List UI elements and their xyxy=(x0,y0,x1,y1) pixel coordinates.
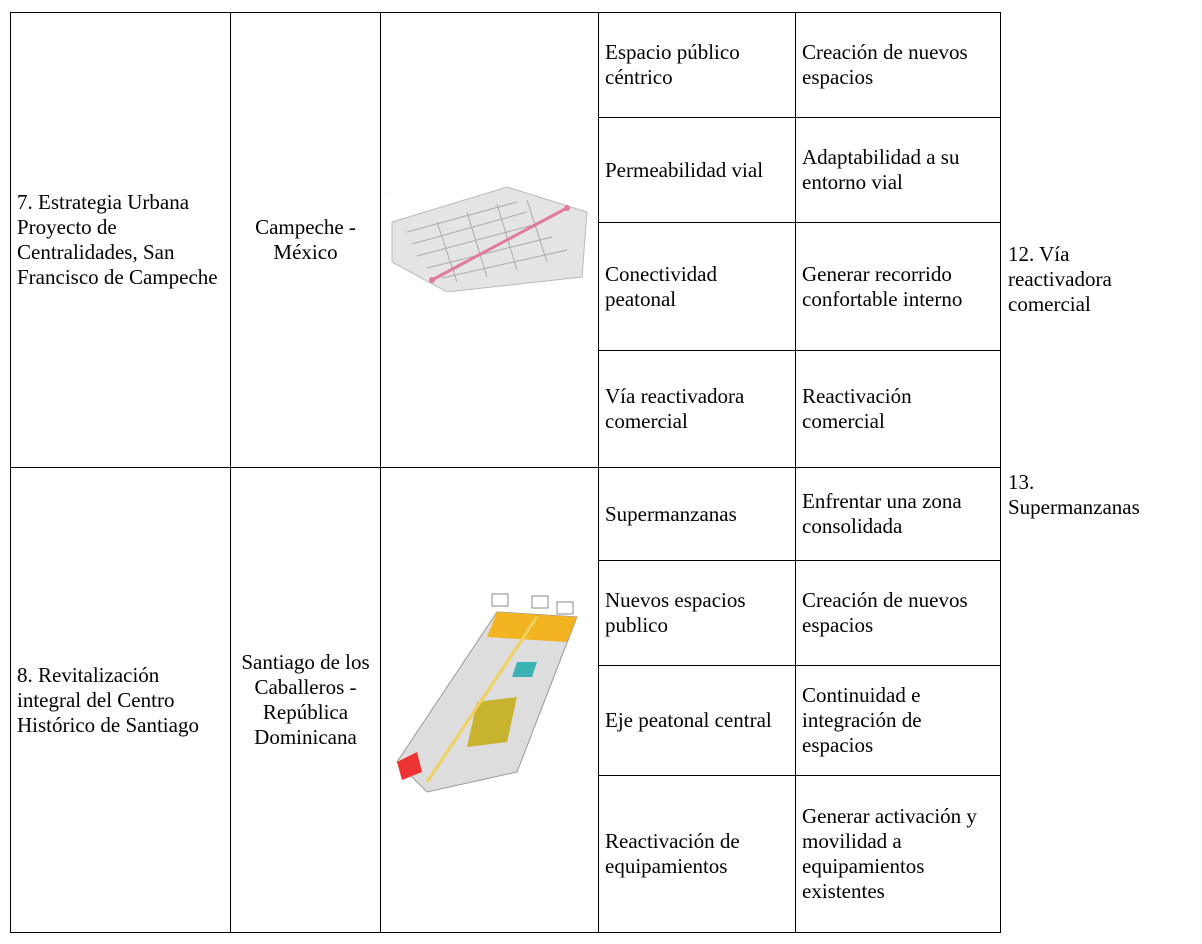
strategy-cell: Reactivación comercial xyxy=(795,350,1001,468)
strategy-cell: Creación de nuevos espacios xyxy=(795,12,1001,118)
site-image: . xyxy=(389,186,588,293)
strategy-cell: Generar activación y movilidad a equipam… xyxy=(795,775,1001,933)
location-cell: Campeche - México xyxy=(230,12,381,468)
aspect-cell: Reactivación de equipamientos xyxy=(598,775,796,933)
aspect-cell: Vía reactivadora comercial xyxy=(598,350,796,468)
strategy-cell: Generar recorrido confortable interno xyxy=(795,222,1001,351)
side-note: 12. Vía reactivadora comercial xyxy=(1008,242,1112,316)
side-note: 13. Supermanzanas xyxy=(1008,470,1140,519)
table: 7. Estrategia Urbana Proyecto de Central… xyxy=(10,12,1001,933)
location-cell: Santiago de los Caballeros - República D… xyxy=(230,467,381,933)
aspect-cell: Eje peatonal central xyxy=(598,665,796,776)
aspect-cell: Conectividad peatonal xyxy=(598,222,796,351)
aspect-cell: Nuevos espacios publico xyxy=(598,560,796,666)
image-cell xyxy=(380,467,599,933)
project-cell: 7. Estrategia Urbana Proyecto de Central… xyxy=(10,12,231,468)
strategy-cell: Creación de nuevos espacios xyxy=(795,560,1001,666)
svg-text:.: . xyxy=(389,191,390,196)
strategy-cell: Enfrentar una zona consolidada xyxy=(795,467,1001,561)
strategy-cell: Continuidad e integración de espacios xyxy=(795,665,1001,776)
strategy-cell: Adaptabilidad a su entorno vial xyxy=(795,117,1001,223)
site-image xyxy=(396,593,578,793)
project-cell: 8. Revitalización integral del Centro Hi… xyxy=(10,467,231,933)
aspect-cell: Espacio público céntrico xyxy=(598,12,796,118)
aspect-cell: Supermanzanas xyxy=(598,467,796,561)
image-cell: . xyxy=(380,12,599,468)
aspect-cell: Permeabilidad vial xyxy=(598,117,796,223)
